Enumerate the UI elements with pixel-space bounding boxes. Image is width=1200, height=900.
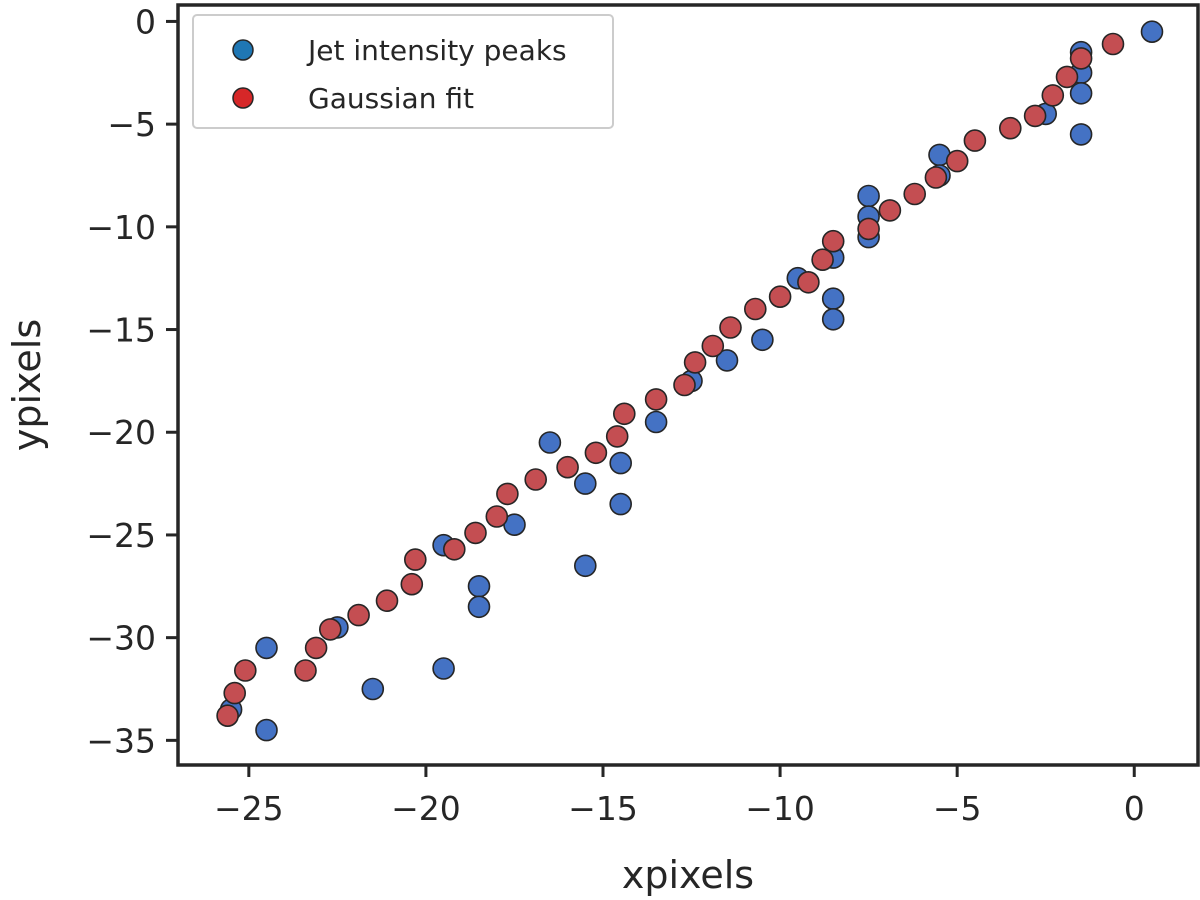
point-gaussian-fit-20 — [673, 373, 696, 397]
point-gaussian-fit-39 — [223, 681, 246, 705]
point-gaussian-fit-1 — [1069, 47, 1093, 70]
point-gaussian-fit-18 — [701, 334, 725, 358]
x-tick-label-0: −25 — [214, 789, 284, 828]
y-tick-label-7: −35 — [86, 721, 156, 760]
point-jet-intensity-peaks-21 — [573, 472, 597, 495]
point-jet-intensity-peaks-19 — [609, 451, 633, 475]
x-tick-label-2: −15 — [568, 789, 638, 828]
x-axis-label: xpixels — [622, 853, 754, 897]
point-gaussian-fit-33 — [375, 589, 399, 613]
y-tick-label-6: −30 — [86, 619, 156, 658]
point-gaussian-fit-9 — [903, 182, 927, 206]
point-jet-intensity-peaks-28 — [432, 657, 455, 680]
point-gaussian-fit-6 — [963, 129, 987, 152]
point-gaussian-fit-24 — [584, 441, 608, 465]
point-jet-intensity-peaks-32 — [255, 718, 278, 742]
point-gaussian-fit-15 — [768, 285, 792, 309]
point-gaussian-fit-5 — [998, 116, 1022, 140]
point-gaussian-fit-25 — [556, 455, 579, 479]
point-gaussian-fit-8 — [924, 166, 948, 189]
y-tick-label-4: −20 — [86, 413, 156, 452]
point-gaussian-fit-22 — [612, 402, 636, 426]
point-gaussian-fit-26 — [524, 468, 548, 491]
point-jet-intensity-peaks-3 — [1069, 82, 1093, 105]
point-gaussian-fit-29 — [464, 521, 487, 545]
point-gaussian-fit-0 — [1101, 32, 1125, 56]
y-tick-label-0: 0 — [135, 2, 156, 41]
x-tick-label-3: −10 — [745, 789, 815, 828]
point-gaussian-fit-31 — [403, 548, 427, 571]
y-tick-label-1: −5 — [107, 105, 156, 144]
point-gaussian-fit-37 — [294, 659, 317, 682]
y-axis-label: ypixels — [5, 319, 49, 451]
point-jet-intensity-peaks-8 — [857, 184, 880, 208]
point-gaussian-fit-17 — [719, 316, 742, 339]
point-gaussian-fit-2 — [1055, 65, 1079, 89]
point-jet-intensity-peaks-23 — [538, 431, 562, 454]
point-gaussian-fit-34 — [347, 603, 370, 627]
point-gaussian-fit-30 — [442, 537, 466, 561]
point-gaussian-fit-36 — [304, 636, 328, 660]
point-gaussian-fit-19 — [683, 351, 707, 374]
point-gaussian-fit-11 — [857, 217, 880, 241]
x-tick-label-4: −5 — [933, 789, 982, 828]
legend: Jet intensity peaks Gaussian fit — [192, 14, 614, 129]
point-jet-intensity-peaks-26 — [467, 595, 491, 619]
plot-area-frame — [176, 3, 1200, 767]
legend-label-gaussian-fit: Gaussian fit — [308, 82, 474, 115]
point-jet-intensity-peaks-4 — [1069, 123, 1093, 146]
point-jet-intensity-peaks-16 — [715, 349, 739, 372]
point-gaussian-fit-14 — [797, 270, 820, 294]
y-tick-label-5: −25 — [86, 516, 156, 555]
point-gaussian-fit-40 — [216, 704, 239, 728]
point-jet-intensity-peaks-22 — [573, 554, 597, 578]
point-gaussian-fit-7 — [945, 149, 969, 173]
point-gaussian-fit-35 — [318, 618, 342, 641]
point-gaussian-fit-27 — [496, 482, 519, 506]
x-tick-label-1: −20 — [391, 789, 461, 828]
point-gaussian-fit-13 — [811, 248, 834, 272]
point-jet-intensity-peaks-20 — [609, 492, 633, 516]
data-points-layer — [216, 20, 1164, 742]
y-tick-label-2: −10 — [86, 208, 156, 247]
legend-marker-gaussian-fit — [232, 87, 254, 109]
point-gaussian-fit-3 — [1041, 84, 1065, 107]
point-gaussian-fit-12 — [821, 229, 845, 253]
axis-ticks: −25 −20 −15 −10 −5 0 0 −5 −10 −15 −20 −25 −30 −35 — [86, 2, 1144, 828]
point-gaussian-fit-23 — [605, 425, 629, 448]
point-jet-intensity-peaks-12 — [821, 287, 845, 311]
point-jet-intensity-peaks-0 — [1140, 20, 1164, 44]
legend-marker-jet-intensity-peaks — [232, 39, 254, 61]
point-jet-intensity-peaks-18 — [644, 410, 668, 434]
x-tick-label-5: 0 — [1124, 789, 1145, 828]
point-jet-intensity-peaks-13 — [821, 307, 845, 331]
legend-box — [192, 14, 614, 129]
legend-label-jet-intensity-peaks: Jet intensity peaks — [306, 34, 567, 67]
point-jet-intensity-peaks-15 — [751, 328, 774, 352]
y-tick-label-3: −15 — [86, 311, 156, 350]
point-jet-intensity-peaks-29 — [361, 677, 385, 701]
point-gaussian-fit-21 — [644, 388, 668, 411]
point-gaussian-fit-32 — [400, 572, 424, 596]
point-jet-intensity-peaks-31 — [255, 636, 278, 660]
point-gaussian-fit-10 — [878, 199, 902, 222]
point-gaussian-fit-38 — [234, 659, 257, 682]
point-gaussian-fit-4 — [1023, 104, 1047, 128]
point-gaussian-fit-16 — [743, 297, 767, 321]
point-jet-intensity-peaks-25 — [467, 574, 491, 598]
point-gaussian-fit-28 — [485, 505, 509, 528]
